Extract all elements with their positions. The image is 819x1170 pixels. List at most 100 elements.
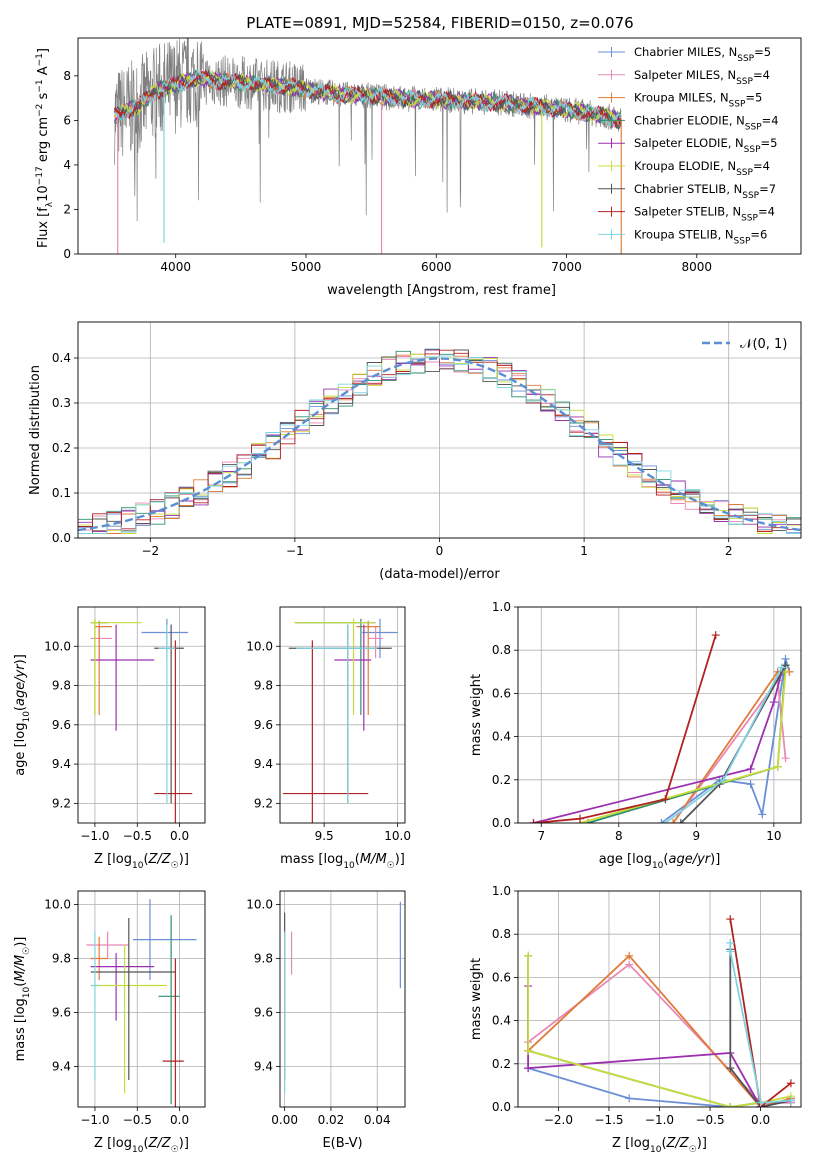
y-tick-label: 9.8: [254, 679, 273, 693]
x-axis-label: Z [log10(Z/Z☉)]: [612, 1136, 707, 1155]
x-axis-label-part: Z/Z: [148, 1136, 172, 1151]
x-axis-label-part: ☉: [171, 1145, 179, 1155]
x-axis-label-part: Z [log: [612, 1136, 650, 1151]
y-tick-label: 0.1: [52, 486, 71, 500]
panel-mass-vs-EBV: 0.00 0.02 0.04 9.4 9.6 9.8 10.0: [246, 890, 406, 1127]
x-axis-label-part: Z [log: [94, 852, 132, 867]
legend-label: Chabrier ELODIE, NSSP=4: [634, 113, 779, 132]
legend-label-part: Chabrier MILES, N: [634, 45, 737, 59]
x-axis-label-part: )]: [395, 852, 405, 867]
y-tick-label: 0.2: [52, 441, 71, 455]
y-tick-label: 0: [63, 247, 71, 261]
x-axis-label-part: )]: [179, 852, 189, 867]
legend-label-part: Salpeter STELIB, N: [634, 205, 741, 219]
legend-label-part: Kroupa MILES, N: [634, 91, 729, 105]
x-axis-label-part: Z [log: [94, 1136, 132, 1151]
axes-frame: [279, 890, 406, 1108]
y-axis-label-part: 10: [22, 711, 32, 723]
weight-marker: [661, 795, 670, 804]
y-axis-label: Normed distribution: [28, 365, 43, 495]
y-tick-label: 2: [63, 202, 71, 216]
weight-marker: [711, 631, 720, 640]
y-tick-label: 9.8: [52, 952, 71, 966]
axes-frame: [279, 606, 406, 824]
x-tick-label: 10: [766, 829, 781, 843]
legend-label-part: SSP: [736, 168, 753, 178]
weight-marker: [726, 1064, 735, 1073]
y-axis-label-part: Flux [f: [36, 207, 51, 248]
y-axis-label-part: erg cm: [36, 117, 51, 166]
legend-label-part: =4: [762, 113, 779, 127]
y-axis-label-part: )]: [13, 654, 28, 664]
x-tick-label: 7: [537, 829, 545, 843]
x-tick-label: 0.0: [170, 829, 189, 843]
weight-marker: [773, 762, 782, 771]
x-axis-label-part: (: [143, 852, 148, 867]
y-tick-label: 1.0: [492, 600, 511, 614]
weight-marker: [576, 814, 585, 823]
panels: 4000 5000 6000 7000 8000 0 2 4 6 8 Chabrier MILES,…: [13, 37, 802, 1155]
weight-marker: [524, 1064, 533, 1073]
weight-marker: [625, 1094, 634, 1103]
x-tick-label: −1.0: [80, 829, 109, 843]
x-axis-label-part: ☉: [387, 861, 395, 871]
legend-label: Kroupa MILES, NSSP=5: [634, 91, 762, 110]
x-axis-label-part: 10: [650, 1145, 662, 1155]
x-axis-label-part: (: [355, 852, 360, 867]
x-tick-label: 10.0: [384, 829, 411, 843]
y-tick-label: 9.6: [254, 718, 273, 732]
weight-marker: [769, 698, 778, 707]
x-tick-label: 2: [725, 544, 733, 558]
axes-frame: [77, 321, 802, 539]
weight-marker: [726, 915, 735, 924]
panel-age-vs-mass: 9.5 10.0 9.2 9.4 9.6 9.8 10.0 mass [log10(M/M☉)…: [246, 606, 411, 871]
legend-label-part: Chabrier STELIB, N: [634, 182, 742, 196]
x-tick-label: 0.02: [318, 1113, 345, 1127]
y-axis-label-part: s: [36, 92, 51, 103]
x-tick-label: 8000: [682, 260, 713, 274]
y-tick-label: 9.6: [254, 1006, 273, 1020]
y-axis-label-part: 10: [22, 986, 32, 998]
x-axis-label-part: )]: [710, 852, 720, 867]
x-tick-label: 0.0: [751, 1113, 770, 1127]
y-tick-label: 0.0: [492, 816, 511, 830]
legend-label-part: =4: [753, 159, 770, 173]
y-tick-label: 9.2: [254, 796, 273, 810]
y-axis-label: mass weight: [469, 958, 484, 1040]
y-tick-label: 1.0: [492, 884, 511, 898]
x-tick-label: −0.5: [123, 1113, 152, 1127]
x-axis-label-part: age/yr: [668, 852, 711, 867]
x-tick-label: 6000: [421, 260, 452, 274]
y-axis-label: Flux [fλ10−17 erg cm−2 s−1 A−1]: [35, 48, 55, 248]
y-axis-label-part: (: [13, 982, 28, 987]
weight-marker: [726, 938, 735, 947]
x-axis-label: wavelength [Angstrom, rest frame]: [327, 283, 556, 298]
histogram-step-line: [78, 355, 801, 534]
x-axis-label-part: (: [663, 852, 668, 867]
weight-marker: [719, 775, 728, 784]
y-axis-label-part: −17: [35, 166, 45, 185]
legend-label: Salpeter STELIB, NSSP=4: [634, 205, 775, 224]
y-axis-label-part: age [log: [13, 723, 28, 776]
x-tick-label: 0.04: [364, 1113, 391, 1127]
y-tick-label: 4: [63, 158, 71, 172]
weight-marker: [781, 754, 790, 763]
y-tick-label: 10.0: [44, 898, 71, 912]
y-axis-label: age [log10(age/yr)]: [13, 654, 32, 776]
x-axis-label-part: M/M: [360, 852, 387, 867]
weight-marker: [529, 819, 538, 823]
histogram-step-line: [78, 349, 801, 534]
weight-line: [527, 955, 792, 1107]
y-axis-label-part: 10: [36, 185, 51, 202]
figure-title: PLATE=0891, MJD=52584, FIBERID=0150, z=0…: [246, 14, 633, 32]
legend-label-part: =4: [753, 68, 770, 82]
x-axis-label-part: )]: [697, 1136, 707, 1151]
legend-label: Salpeter ELODIE, NSSP=5: [634, 136, 777, 155]
axes-frame: [517, 606, 802, 824]
legend-label: Chabrier STELIB, NSSP=7: [634, 182, 776, 201]
weight-marker: [524, 1046, 533, 1055]
legend-label-part: =5: [761, 136, 778, 150]
y-tick-label: 0.0: [492, 1100, 511, 1114]
